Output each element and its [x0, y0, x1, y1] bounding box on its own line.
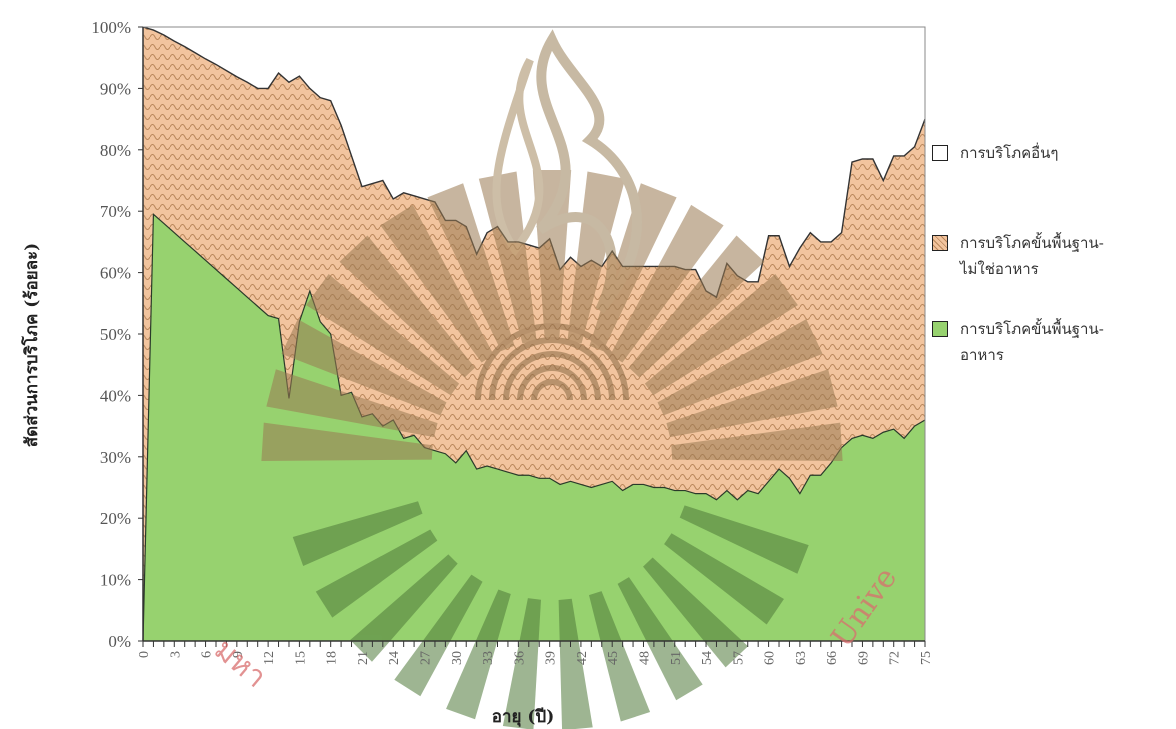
- y-tick-label: 40%: [100, 386, 131, 405]
- series-food-line: [142, 212, 926, 642]
- x-tick-label: 3: [168, 651, 183, 658]
- x-tick-label: 36: [512, 651, 527, 665]
- x-tick-label: 21: [356, 651, 371, 665]
- watermark-ray: [427, 183, 515, 352]
- legend-swatch-food: [932, 321, 948, 337]
- x-tick-label: 45: [606, 651, 621, 665]
- watermark-ray: [679, 505, 809, 574]
- x-tick-label: 57: [731, 651, 746, 665]
- y-tick-label: 50%: [100, 325, 131, 344]
- x-tick-label: 72: [888, 651, 903, 665]
- x-tick-label: 51: [669, 651, 684, 665]
- watermark-ray: [292, 501, 423, 566]
- x-tick-label: 15: [293, 651, 308, 665]
- axes: 0%10%20%30%40%50%60%70%80%90%100%0 3 6 9 12 1…: [91, 18, 934, 665]
- watermark-flame: [536, 29, 642, 314]
- watermark-ray: [617, 577, 703, 701]
- x-tick-label: 48: [637, 651, 652, 665]
- watermark-ray: [567, 171, 626, 344]
- x-tick-label: 33: [481, 651, 496, 665]
- legend-item-food: การบริโภคขั้นพื้นฐาน- อาหาร: [932, 316, 1172, 368]
- legend-label-food-line1: การบริโภคขั้นพื้นฐาน-: [960, 320, 1104, 338]
- x-tick-label: 66: [825, 651, 840, 665]
- watermark-ray: [628, 235, 765, 378]
- x-tick-label: 42: [575, 651, 590, 665]
- watermark-ray: [558, 598, 593, 729]
- watermark-ray: [644, 274, 798, 396]
- watermark-ray: [643, 557, 749, 668]
- x-axis-title: อายุ (ปี): [492, 706, 555, 727]
- x-tick-label: 12: [262, 651, 277, 665]
- watermark-ray: [589, 183, 677, 352]
- legend-label-food-line2: อาหาร: [960, 346, 1004, 364]
- y-tick-label: 10%: [100, 571, 131, 590]
- legend-item-nonfood: การบริโภคขั้นพื้นฐาน- ไม่ใช่อาหาร: [932, 230, 1172, 282]
- watermark-arc: [475, 323, 629, 401]
- watermark-arc: [531, 379, 573, 401]
- watermark-ray: [281, 319, 447, 416]
- legend-label-nonfood-line2: ไม่ใช่อาหาร: [960, 260, 1039, 278]
- y-tick-label: 70%: [100, 202, 131, 221]
- watermark-ray: [478, 171, 537, 344]
- watermark-ray: [350, 554, 458, 662]
- y-tick-label: 90%: [100, 79, 131, 98]
- x-tick-label: 18: [325, 651, 340, 665]
- y-axis-title: สัดส่วนการบริโภค (ร้อยละ): [21, 243, 42, 447]
- legend-label-other: การบริโภคอื่นๆ: [960, 144, 1059, 162]
- watermark-ray: [446, 589, 511, 720]
- legend-item-other: การบริโภคอื่นๆ: [932, 140, 1172, 166]
- watermark-ray: [502, 598, 542, 729]
- watermark-ray: [657, 319, 823, 416]
- x-tick-label: 60: [763, 651, 778, 665]
- x-tick-label: 39: [544, 651, 559, 665]
- legend-swatch-nonfood: [932, 235, 948, 251]
- watermark-ray: [266, 369, 438, 438]
- watermark-ray: [610, 204, 724, 363]
- watermark-ray: [306, 274, 460, 396]
- watermark-arc: [517, 365, 587, 401]
- x-tick-label: 75: [919, 651, 934, 665]
- watermark-ray: [666, 369, 838, 438]
- x-tick-label: 69: [856, 651, 871, 665]
- watermark-ray: [315, 529, 438, 618]
- x-tick-label: 54: [700, 651, 715, 665]
- watermark-ray: [671, 422, 843, 461]
- y-tick-label: 100%: [91, 18, 131, 37]
- y-tick-label: 0%: [108, 632, 131, 651]
- series-nonfood-line: [142, 26, 926, 299]
- watermark-ray: [339, 235, 476, 378]
- watermark-logo: [261, 29, 843, 729]
- x-tick-label: 24: [387, 651, 402, 665]
- x-tick-label: 63: [794, 651, 809, 665]
- x-tick-label: 9: [231, 651, 246, 658]
- y-tick-label: 20%: [100, 509, 131, 528]
- watermark-ray: [532, 170, 572, 340]
- watermark-arc: [503, 351, 601, 401]
- x-tick-label: 0: [137, 651, 152, 658]
- watermark-ray: [394, 574, 483, 697]
- watermark-ray: [380, 204, 494, 363]
- x-tick-label: 6: [200, 651, 215, 658]
- legend-swatch-other: [932, 145, 948, 161]
- x-tick-label: 27: [419, 651, 434, 665]
- y-tick-label: 30%: [100, 448, 131, 467]
- watermark-arc: [489, 337, 615, 401]
- watermark-ray: [261, 422, 433, 461]
- watermark-flame: [492, 58, 544, 257]
- x-tick-label: 30: [450, 651, 465, 665]
- legend-label-nonfood-line1: การบริโภคขั้นพื้นฐาน-: [960, 234, 1104, 252]
- y-tick-label: 80%: [100, 141, 131, 160]
- legend: การบริโภคอื่นๆ การบริโภคขั้นพื้นฐาน- ไม่…: [932, 140, 1172, 402]
- watermark-ray: [588, 591, 651, 722]
- y-tick-label: 60%: [100, 264, 131, 283]
- watermark-ray: [664, 533, 784, 625]
